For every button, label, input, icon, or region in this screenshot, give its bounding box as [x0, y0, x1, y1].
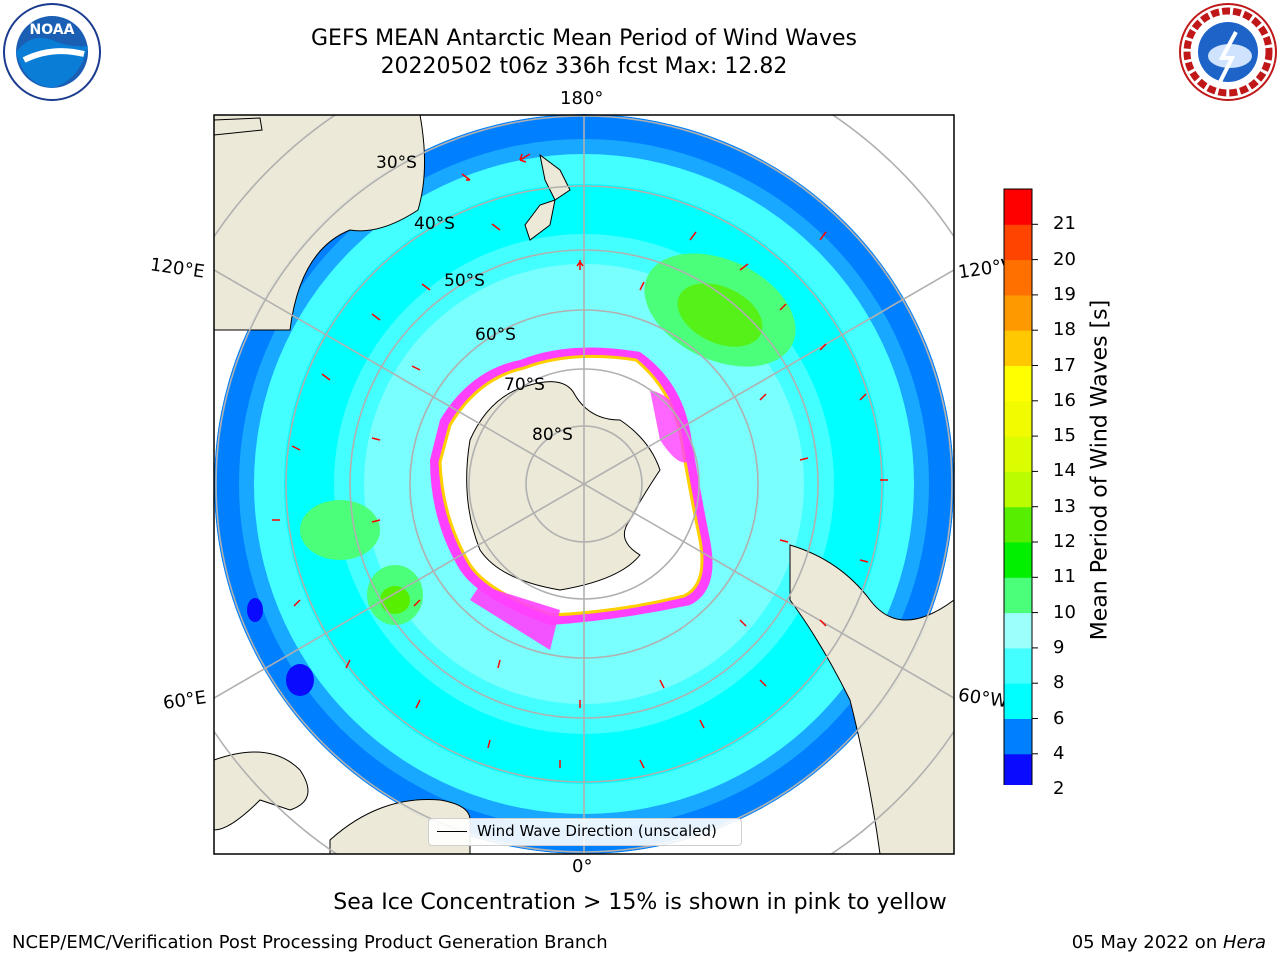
lat-label-40s: 40°S: [414, 214, 455, 234]
colorbar-segment: [1004, 683, 1032, 719]
colorbar-tick-label: 2: [1053, 778, 1065, 800]
lat-label-50s: 50°S: [444, 271, 485, 291]
colorbar-segment: [1004, 506, 1032, 543]
colorbar-segment: [1004, 612, 1032, 649]
graticule: [214, 115, 954, 854]
colorbar-tick-label: 17: [1053, 354, 1076, 376]
colorbar-segment: [1004, 542, 1032, 578]
madagascar-land: [214, 117, 263, 136]
footer-machine: Hera: [1222, 932, 1266, 953]
colorbar-tick-label: 10: [1053, 601, 1076, 623]
footer-date: 05 May 2022 on Hera: [1072, 932, 1266, 953]
chart-subtitle: 20220502 t06z 336h fcst Max: 12.82: [380, 54, 788, 79]
colorbar-tick-label: 20: [1053, 248, 1076, 270]
colorbar-tick-label: 13: [1053, 495, 1076, 517]
colorbar-tick-label: 9: [1053, 636, 1065, 658]
lon-label-0: 0°: [572, 856, 593, 877]
colorbar-segment: [1004, 436, 1032, 472]
colorbar-tick-label: 12: [1053, 531, 1076, 552]
colorbar-tick-label: 19: [1053, 283, 1076, 305]
chart-title: GEFS MEAN Antarctic Mean Period of Wind …: [311, 26, 857, 51]
colorbar-segment: [1004, 224, 1032, 261]
colorbar-segment: [1004, 753, 1032, 785]
lon-label-120e: 120°E: [148, 254, 206, 283]
map-legend: Wind Wave Direction (unscaled): [428, 818, 742, 846]
new-zealand-land: [524, 153, 571, 241]
colorbar-segment: [1004, 330, 1032, 366]
colorbar-tick-label: 16: [1053, 389, 1076, 411]
colorbar-segment: [1004, 471, 1032, 508]
colorbar-tick-label: 14: [1053, 460, 1076, 482]
noaa-logo: NOAA: [3, 3, 101, 101]
colorbar-tick-label: 4: [1053, 742, 1065, 764]
footer-credit: NCEP/EMC/Verification Post Processing Pr…: [12, 932, 608, 953]
sea-ice-note: Sea Ice Concentration > 15% is shown in …: [333, 890, 947, 915]
colorbar-segment: [1004, 365, 1032, 402]
footer-date-text: 05 May 2022 on: [1071, 932, 1223, 953]
colorbar-label: Mean Period of Wind Waves [s]: [1087, 299, 1113, 641]
lat-label-60s: 60°S: [475, 325, 516, 345]
colorbar-segment: [1004, 577, 1032, 614]
colorbar-tick-label: 21: [1053, 213, 1076, 235]
wave-direction-arrows: [272, 153, 888, 769]
colorbar: [1003, 188, 1038, 785]
lat-label-30s: 30°S: [376, 153, 417, 173]
legend-line-swatch: [437, 831, 467, 832]
colorbar-tick-label: 18: [1053, 319, 1076, 341]
polar-map: [213, 114, 955, 855]
lat-label-80s: 80°S: [532, 425, 573, 445]
lon-label-180: 180°: [560, 88, 604, 109]
colorbar-tick-label: 15: [1053, 425, 1076, 447]
lon-label-60e: 60°E: [161, 687, 208, 714]
colorbar-tick-label: 6: [1053, 707, 1065, 729]
colorbar-tick-label: 8: [1053, 672, 1065, 694]
colorbar-tick-label: 11: [1053, 566, 1076, 588]
colorbar-segment: [1004, 647, 1032, 684]
colorbar-segment: [1004, 189, 1032, 225]
colorbar-segment: [1004, 718, 1032, 755]
lat-label-70s: 70°S: [504, 375, 545, 395]
colorbar-segment: [1004, 259, 1032, 296]
legend-label: Wind Wave Direction (unscaled): [477, 822, 717, 840]
svg-text:NOAA: NOAA: [30, 22, 75, 38]
colorbar-segment: [1004, 294, 1032, 331]
colorbar-segment: [1004, 400, 1032, 437]
nws-logo: [1179, 3, 1277, 101]
